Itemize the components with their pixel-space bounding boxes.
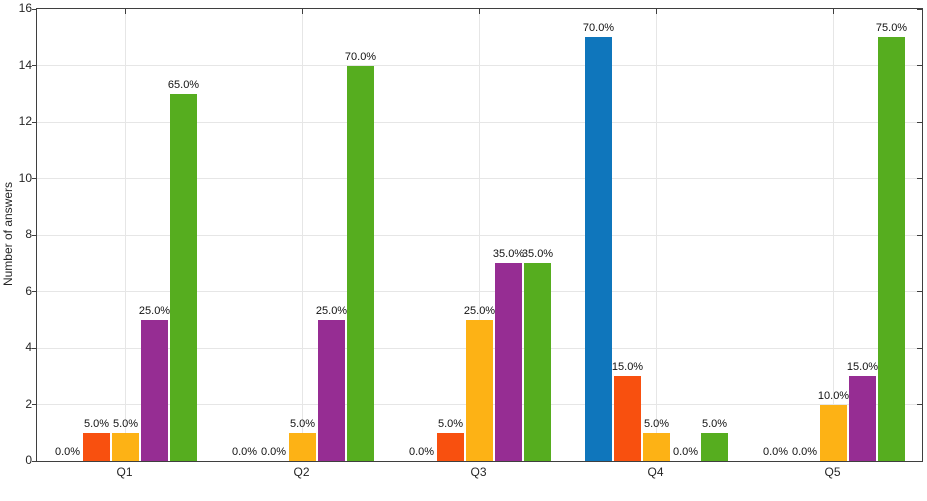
- y-tick-mark-right: [917, 291, 922, 292]
- bar-q4-answer-option-5: [701, 432, 728, 461]
- y-tick-label: 4: [25, 340, 32, 354]
- y-tick-mark-left: [32, 291, 37, 292]
- bar-q5-answer-option-5: [878, 37, 905, 461]
- y-tick-mark-right: [917, 121, 922, 123]
- bar-q2-answer-option-4: [318, 319, 345, 461]
- y-tick-mark-right: [917, 347, 922, 349]
- y-tick-mark-left: [32, 347, 37, 349]
- bar-q2-answer-option-5: [347, 65, 374, 461]
- y-tick-mark-left: [32, 121, 37, 123]
- bar-value-label: 5.0%: [643, 417, 670, 430]
- bar-q3-answer-option-5: [524, 263, 551, 461]
- x-tick-mark-top: [833, 9, 834, 14]
- y-tick-label: 6: [25, 283, 32, 298]
- bar-value-label: 0.0%: [231, 446, 258, 458]
- bar-q1-answer-option-2: [83, 432, 110, 461]
- bar-value-label: 5.0%: [112, 417, 139, 430]
- y-tick-mark-left: [32, 234, 37, 236]
- bar-value-label: 5.0%: [437, 417, 464, 430]
- y-tick-label: 16: [18, 1, 32, 15]
- bar-value-label: 5.0%: [701, 417, 728, 430]
- x-tick-mark-top: [656, 9, 657, 14]
- bar-q5-answer-option-3: [820, 404, 847, 461]
- bar-value-label: 35.0%: [521, 248, 554, 261]
- bar-value-label: 25.0%: [315, 304, 348, 317]
- x-gridline: [125, 9, 126, 461]
- y-tick-mark-right: [917, 404, 922, 405]
- y-tick-mark-left: [32, 404, 37, 405]
- y-tick-mark-left: [32, 460, 37, 462]
- bar-q4-answer-option-2: [614, 376, 641, 461]
- bar-q1-answer-option-5: [170, 93, 197, 461]
- x-tick-label-q1: Q1: [116, 465, 133, 479]
- bar-value-label: 15.0%: [611, 361, 644, 374]
- bar-q1-answer-option-3: [112, 432, 139, 461]
- y-tick-mark-right: [917, 65, 922, 66]
- y-tick-mark-right: [917, 460, 922, 462]
- bar-value-label: 75.0%: [875, 22, 908, 35]
- y-tick-mark-right: [917, 178, 922, 179]
- bar-value-label: 5.0%: [289, 417, 316, 430]
- bar-value-label: 35.0%: [492, 248, 525, 261]
- bar-q4-answer-option-3: [643, 432, 670, 461]
- bar-value-label: 0.0%: [672, 446, 699, 458]
- bar-value-label: 70.0%: [582, 22, 615, 35]
- bar-value-label: 25.0%: [138, 304, 171, 317]
- bar-q4-answer-option-1: [585, 37, 612, 461]
- bar-q2-answer-option-3: [289, 432, 316, 461]
- x-tick-label-q5: Q5: [824, 465, 841, 479]
- y-tick-mark-right: [917, 234, 922, 236]
- x-gridline: [656, 9, 657, 461]
- x-tick-mark-top: [302, 9, 303, 14]
- x-gridline: [833, 9, 834, 461]
- bar-q1-answer-option-4: [141, 319, 168, 461]
- y-tick-label: 10: [18, 170, 32, 185]
- x-tick-label-q4: Q4: [647, 465, 664, 479]
- bar-value-label: 15.0%: [846, 361, 879, 374]
- y-tick-mark-left: [32, 65, 37, 66]
- bar-value-label: 0.0%: [762, 446, 789, 458]
- y-tick-label: 2: [25, 396, 32, 411]
- bar-value-label: 0.0%: [260, 446, 287, 458]
- x-tick-mark-top: [479, 9, 480, 14]
- y-tick-mark-left: [32, 178, 37, 179]
- bar-q3-answer-option-3: [466, 319, 493, 461]
- x-tick-label-q3: Q3: [470, 465, 487, 479]
- bar-value-label: 5.0%: [83, 417, 110, 430]
- x-tick-label-q2: Q2: [293, 465, 310, 479]
- bar-value-label: 0.0%: [408, 446, 435, 458]
- bar-value-label: 0.0%: [54, 446, 81, 458]
- y-tick-label: 12: [18, 114, 32, 128]
- y-tick-label: 8: [25, 227, 32, 241]
- y-tick-label: 0: [25, 453, 32, 467]
- y-tick-label: 14: [18, 57, 32, 72]
- x-gridline: [479, 9, 480, 461]
- x-tick-mark-top: [125, 9, 126, 14]
- y-tick-mark-right: [917, 8, 922, 10]
- bar-value-label: 10.0%: [817, 389, 850, 402]
- bar-value-label: 0.0%: [791, 446, 818, 458]
- y-tick-mark-left: [32, 8, 37, 10]
- bar-q3-answer-option-2: [437, 432, 464, 461]
- x-gridline: [302, 9, 303, 461]
- bar-q5-answer-option-4: [849, 376, 876, 461]
- bar-value-label: 70.0%: [344, 50, 377, 63]
- bar-q3-answer-option-4: [495, 263, 522, 461]
- bar-value-label: 25.0%: [463, 304, 496, 317]
- plot-area: 0.0% 5.0% 5.0% 25.0% 65.0% 0.0% 0.0% 5.0% 25.0% 7…: [32, 8, 923, 462]
- bar-value-label: 65.0%: [167, 78, 200, 91]
